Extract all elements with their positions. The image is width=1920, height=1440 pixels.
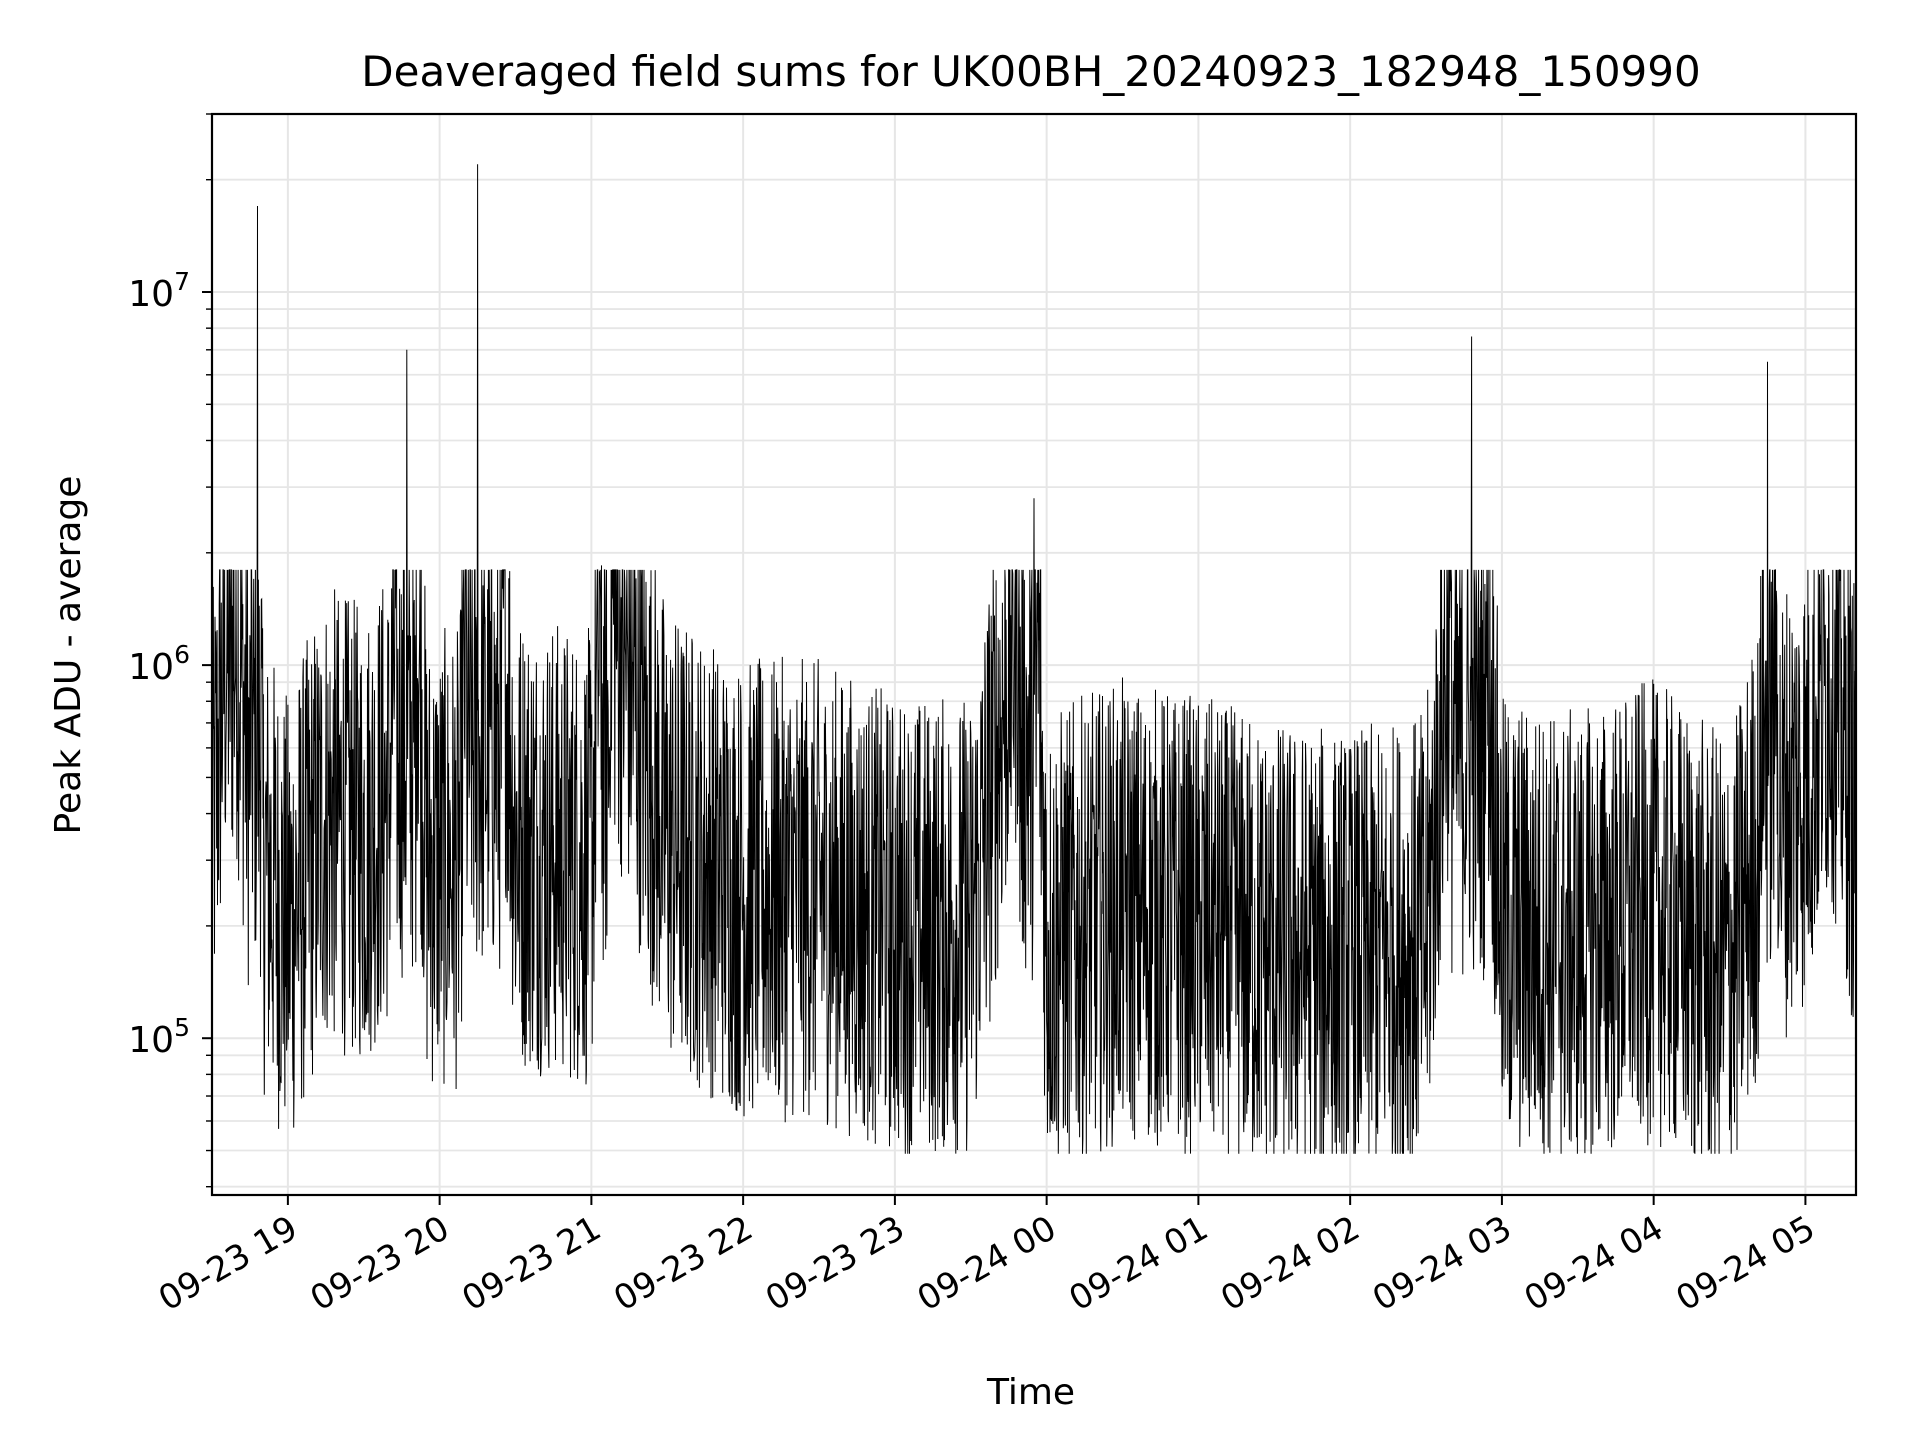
- y-tick-label-exponent: 6: [174, 640, 190, 669]
- y-tick-label-exponent: 5: [174, 1013, 190, 1042]
- y-tick-label-exponent: 7: [174, 267, 190, 296]
- y-tick-label: 107: [128, 267, 190, 315]
- y-tick-label-base: 10: [128, 1020, 174, 1061]
- y-axis-label: Peak ADU - average: [48, 476, 89, 835]
- y-tick-label-base: 10: [128, 274, 174, 315]
- y-tick-label: 105: [128, 1013, 190, 1061]
- chart-title: Deaveraged field sums for UK00BH_2024092…: [361, 47, 1700, 96]
- plot-frame: [210, 112, 1858, 1197]
- series-line: [211, 164, 1857, 1154]
- y-tick-label: 106: [128, 640, 190, 688]
- y-tick-label-base: 10: [128, 647, 174, 688]
- x-axis-label: Time: [986, 1372, 1075, 1413]
